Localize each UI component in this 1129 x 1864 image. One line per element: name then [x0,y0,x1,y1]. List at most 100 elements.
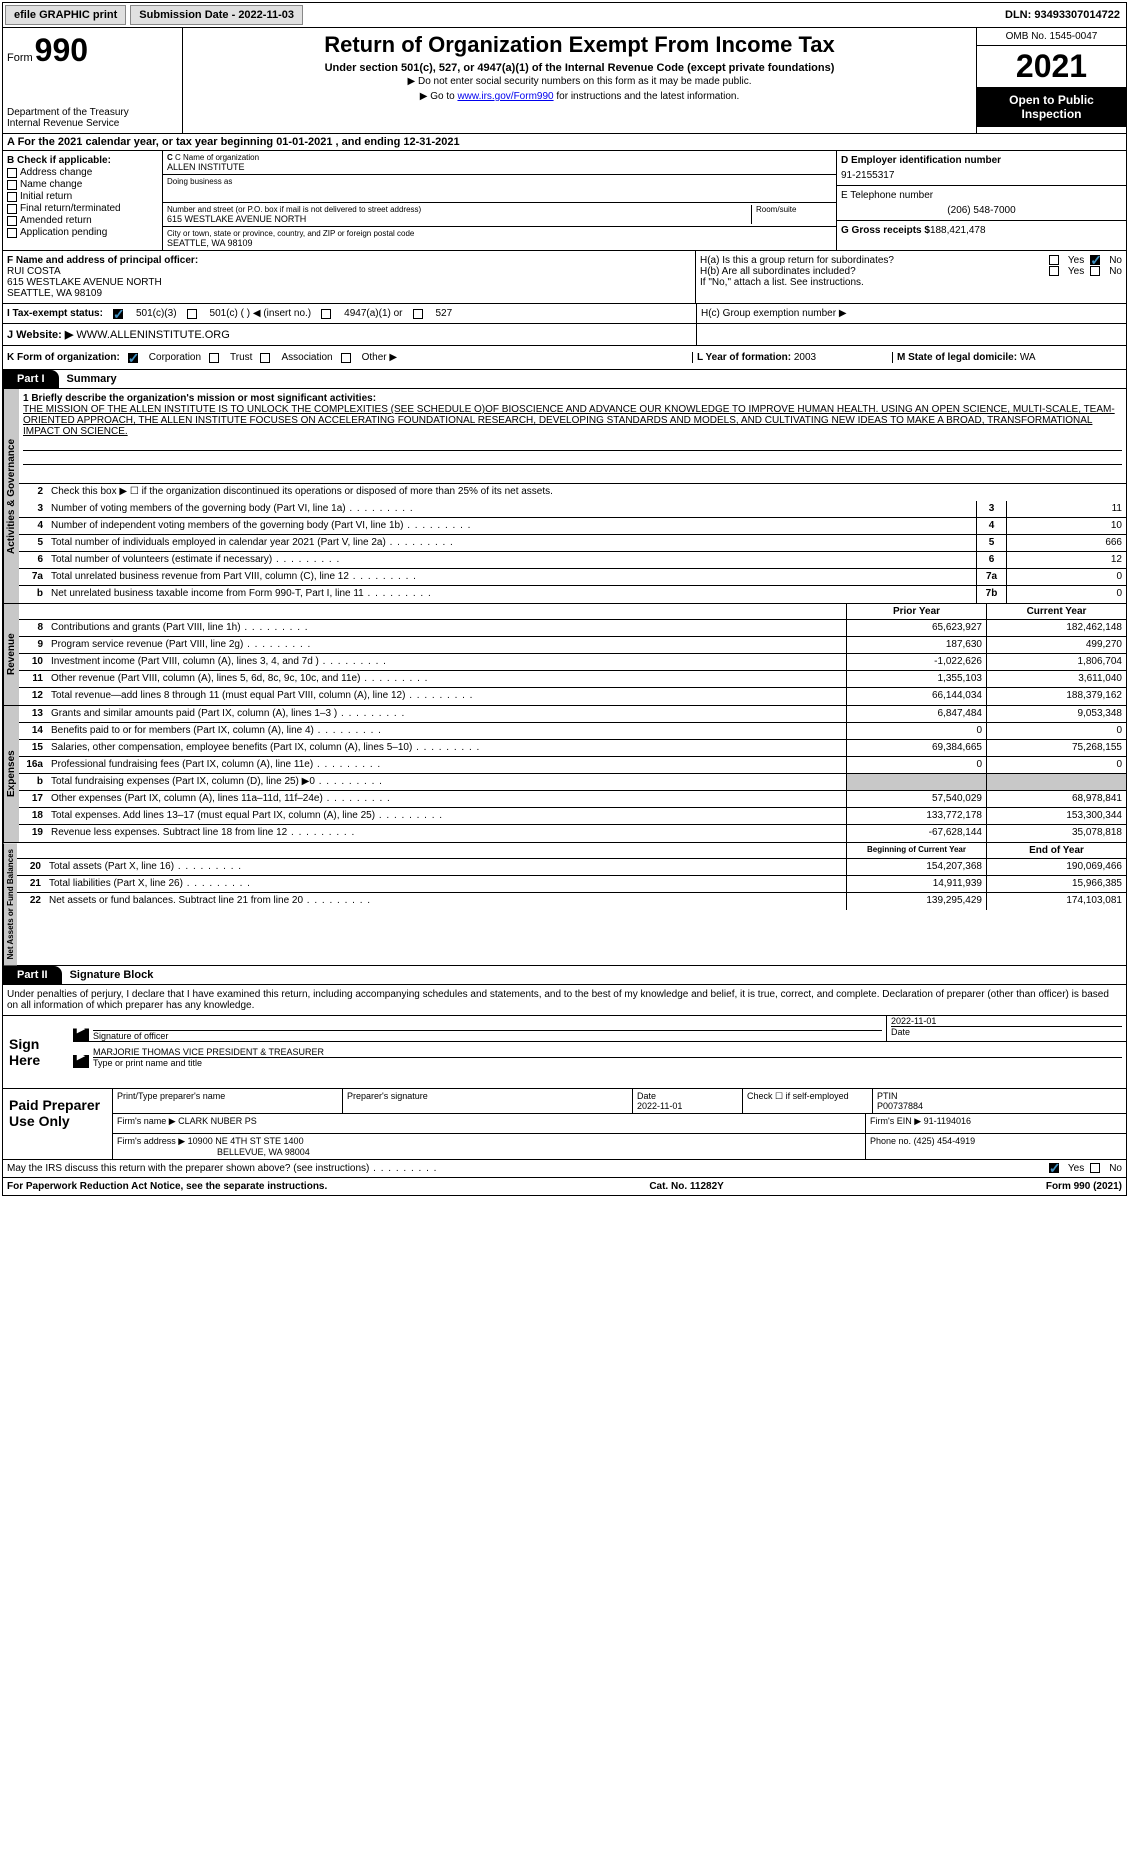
row-16a: 16a Professional fundraising fees (Part … [19,757,1126,774]
k-row: K Form of organization: Corporation Trus… [3,346,1126,370]
netassets-label: Net Assets or Fund Balances [3,843,17,965]
gov-line-3: 3 Number of voting members of the govern… [19,501,1126,518]
expenses-section: Expenses 13 Grants and similar amounts p… [3,706,1126,843]
irs-label: Internal Revenue Service [7,118,178,129]
org-city: SEATTLE, WA 98109 [167,238,832,248]
prep-date: 2022-11-01 [637,1101,682,1111]
dba-label: Doing business as [167,177,832,186]
org-name: ALLEN INSTITUTE [167,162,832,172]
chk-501c3[interactable] [113,309,123,319]
chk-amended[interactable] [7,216,17,226]
row-22: 22 Net assets or fund balances. Subtract… [17,893,1126,910]
c-name-label: C C Name of organization [167,153,832,162]
sig-block: Sign Here ▶ Signature of officer 2022-11… [3,1016,1126,1089]
header-left: Form 990 Department of the Treasury Inte… [3,28,183,133]
mission-text: THE MISSION OF THE ALLEN INSTITUTE IS TO… [23,404,1122,437]
chk-4947[interactable] [321,309,331,319]
form-title: Return of Organization Exempt From Incom… [187,32,972,58]
open-public-badge: Open to Public Inspection [977,87,1126,127]
prep-sig-label: Preparer's signature [343,1089,633,1113]
discuss-yes[interactable] [1049,1163,1059,1173]
form-prefix: Form [7,52,33,64]
firm-phone: (425) 454-4919 [914,1136,976,1146]
dept-label: Department of the Treasury [7,107,178,118]
year-formation: 2003 [794,352,816,363]
chk-pending[interactable] [7,228,17,238]
chk-trust[interactable] [209,353,219,363]
col-c: C C Name of organization ALLEN INSTITUTE… [163,151,836,250]
firm-addr2: BELLEVUE, WA 98004 [117,1147,310,1157]
hb-yes[interactable] [1049,266,1059,276]
chk-final[interactable] [7,204,17,214]
gov-line-7a: 7a Total unrelated business revenue from… [19,569,1126,586]
irs-link[interactable]: www.irs.gov/Form990 [457,91,553,102]
firm-ein: 91-1194016 [924,1116,971,1126]
part1-header: Part I Summary [3,370,1126,389]
preparer-label: Paid Preparer Use Only [3,1089,113,1159]
chk-other[interactable] [341,353,351,363]
addr-label: Number and street (or P.O. box if mail i… [167,205,747,214]
row-20: 20 Total assets (Part X, line 16) 154,20… [17,859,1126,876]
website: WWW.ALLENINSTITUTE.ORG [76,329,229,341]
b-label: B Check if applicable: [7,155,158,166]
sig-arrow2-icon: ▶ [73,1042,89,1068]
col-d: D Employer identification number 91-2155… [836,151,1126,250]
gov-line-b: b Net unrelated business taxable income … [19,586,1126,603]
h-section: H(a) Is this a group return for subordin… [696,251,1126,303]
mission-block: 1 Briefly describe the organization's mi… [19,389,1126,484]
row-12: 12 Total revenue—add lines 8 through 11 … [19,688,1126,705]
ssn-note: ▶ Do not enter social security numbers o… [187,76,972,87]
officer-name: RUI COSTA [7,266,691,277]
sig-arrow-icon: ▶ [73,1016,89,1041]
form-number: 990 [35,32,88,69]
governance-section: Activities & Governance 1 Briefly descri… [3,389,1126,604]
ha-yes[interactable] [1049,255,1059,265]
part1-title: Summary [59,373,117,385]
dln: DLN: 93493307014722 [999,6,1126,24]
irs-discuss-row: May the IRS discuss this return with the… [3,1160,1126,1177]
website-row: J Website: ▶ WWW.ALLENINSTITUTE.ORG [3,324,1126,346]
row-b: b Total fundraising expenses (Part IX, c… [19,774,1126,791]
link-note: ▶ Go to www.irs.gov/Form990 for instruct… [187,91,972,102]
chk-assoc[interactable] [260,353,270,363]
self-emp-label: Check ☐ if self-employed [743,1089,873,1113]
top-bar: efile GRAPHIC print Submission Date - 20… [3,3,1126,28]
paperwork-note: For Paperwork Reduction Act Notice, see … [7,1181,327,1192]
cat-no: Cat. No. 11282Y [649,1181,723,1192]
e-label: E Telephone number [841,190,1122,201]
revenue-section: Revenue Prior Year Current Year 8 Contri… [3,604,1126,706]
net-header: Beginning of Current Year End of Year [17,843,1126,859]
governance-label: Activities & Governance [3,389,19,603]
chk-initial[interactable] [7,192,17,202]
tax-year: 2021 [977,46,1126,87]
chk-corp[interactable] [128,353,138,363]
preparer-block: Paid Preparer Use Only Print/Type prepar… [3,1089,1126,1160]
form-subtitle: Under section 501(c), 527, or 4947(a)(1)… [187,62,972,74]
officer-row: F Name and address of principal officer:… [3,251,1126,304]
gov-line-4: 4 Number of independent voting members o… [19,518,1126,535]
chk-527[interactable] [413,309,423,319]
prep-name-label: Print/Type preparer's name [113,1089,343,1113]
officer-addr2: SEATTLE, WA 98109 [7,288,691,299]
state-domicile: WA [1020,352,1036,363]
ein: 91-2155317 [841,170,1122,181]
revenue-label: Revenue [3,604,19,705]
gov-line-5: 5 Total number of individuals employed i… [19,535,1126,552]
efile-print-button[interactable]: efile GRAPHIC print [5,5,126,25]
d-label: D Employer identification number [841,155,1122,166]
sig-intro: Under penalties of perjury, I declare th… [3,985,1126,1016]
part2-tab: Part II [3,966,62,984]
sig-date-val: 2022-11-01 [891,1016,1122,1026]
gross-receipts: 188,421,478 [930,225,986,236]
netassets-section: Net Assets or Fund Balances Beginning of… [3,843,1126,966]
row-9: 9 Program service revenue (Part VIII, li… [19,637,1126,654]
ha-no[interactable] [1090,255,1100,265]
info-grid: B Check if applicable: Address change Na… [3,151,1126,251]
row-18: 18 Total expenses. Add lines 13–17 (must… [19,808,1126,825]
chk-namechange[interactable] [7,180,17,190]
discuss-no[interactable] [1090,1163,1100,1173]
chk-501c[interactable] [187,309,197,319]
chk-address[interactable] [7,168,17,178]
org-address: 615 WESTLAKE AVENUE NORTH [167,214,747,224]
row-11: 11 Other revenue (Part VIII, column (A),… [19,671,1126,688]
